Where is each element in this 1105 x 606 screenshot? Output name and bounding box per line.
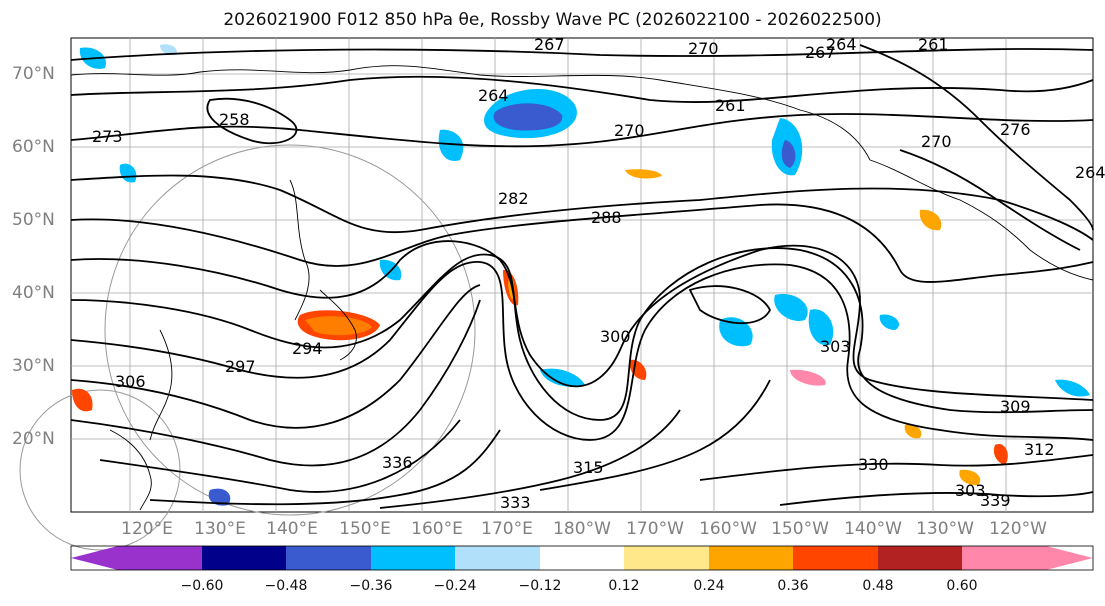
lon-label: 170°W <box>626 519 684 539</box>
contour-label: 306 <box>115 372 146 391</box>
lon-label: 150°W <box>771 519 829 539</box>
contour-label: 258 <box>219 110 250 129</box>
colorbar-tick: 0.36 <box>777 578 809 594</box>
colorbar-tick: 0.24 <box>693 578 725 594</box>
contour-label: 276 <box>1000 120 1031 139</box>
colorbar-tick: 0.48 <box>862 578 894 594</box>
contour-label: 273 <box>92 127 123 146</box>
lat-label: 50°N <box>12 210 55 230</box>
contour-label: 288 <box>591 208 622 227</box>
colorbar-cell <box>962 546 1046 570</box>
colorbar-cell <box>371 546 455 570</box>
lat-label: 60°N <box>12 137 55 157</box>
colorbar <box>70 545 1094 571</box>
theta-e-contours <box>70 44 1094 509</box>
colorbar-under <box>71 546 118 570</box>
colorbar-tick: −0.12 <box>518 578 562 594</box>
colorbar-cell <box>118 546 202 570</box>
lon-label: 140°E <box>266 519 318 539</box>
contour-label: 303 <box>955 481 986 500</box>
contour-label: 270 <box>921 132 952 151</box>
colorbar-cell <box>540 546 624 570</box>
lon-label: 150°E <box>339 519 391 539</box>
colorbar-tick: −0.60 <box>180 578 224 594</box>
lon-label: 130°E <box>194 519 246 539</box>
lat-label: 40°N <box>12 283 55 303</box>
contour-label: 315 <box>573 458 604 477</box>
contour-label: 333 <box>500 493 531 512</box>
colorbar-tick: −0.48 <box>264 578 308 594</box>
lon-label: 120°W <box>989 519 1047 539</box>
colorbar-tick: −0.24 <box>433 578 477 594</box>
lat-label: 30°N <box>12 356 55 376</box>
colorbar-tick: 0.12 <box>608 578 640 594</box>
colorbar-over <box>1046 546 1093 570</box>
contour-label: 264 <box>478 86 509 105</box>
contour-label: 282 <box>498 189 529 208</box>
contour-label: 339 <box>980 491 1011 510</box>
contour-label: 294 <box>292 339 323 358</box>
lat-label: 20°N <box>12 429 55 449</box>
colorbar-cell <box>624 546 709 570</box>
contour-label: 330 <box>858 455 889 474</box>
contour-labels: 267 270 264 261 258 273 267 264 270 261 … <box>92 35 1105 512</box>
contour-label: 300 <box>600 327 631 346</box>
contour-label: 267 <box>805 43 836 62</box>
colorbar-cell <box>709 546 793 570</box>
contour-label: 261 <box>715 96 746 115</box>
lon-label: 140°W <box>844 519 902 539</box>
lon-label: 130°W <box>916 519 974 539</box>
map-title: 2026021900 F012 850 hPa θe, Rossby Wave … <box>223 10 882 30</box>
contour-label: 309 <box>1000 397 1031 416</box>
lon-label: 170°E <box>481 519 533 539</box>
contour-label: 303 <box>820 337 851 356</box>
colorbar-cell <box>286 546 371 570</box>
colorbar-cell <box>793 546 878 570</box>
colorbar-cell <box>455 546 540 570</box>
lon-label: 160°E <box>411 519 463 539</box>
lon-label: 180°W <box>553 519 611 539</box>
range-circle <box>19 389 181 551</box>
contour-label: 336 <box>382 453 413 472</box>
contour-label: 270 <box>614 121 645 140</box>
contour-label: 267 <box>534 35 565 54</box>
colorbar-cell <box>202 546 286 570</box>
contour-label: 264 <box>826 35 857 54</box>
lon-label: 120°E <box>121 519 173 539</box>
coastlines <box>70 65 1094 511</box>
contour-label: 312 <box>1024 440 1055 459</box>
contour-label: 297 <box>225 357 256 376</box>
contour-label: 264 <box>1075 163 1105 182</box>
lat-label: 70°N <box>12 64 55 84</box>
colorbar-tick: −0.36 <box>349 578 393 594</box>
contour-label: 261 <box>918 35 949 54</box>
contour-label: 270 <box>688 39 719 58</box>
colorbar-tick: 0.60 <box>946 578 978 594</box>
lon-label: 160°W <box>699 519 757 539</box>
range-circle <box>104 144 476 516</box>
colorbar-cell <box>878 546 962 570</box>
